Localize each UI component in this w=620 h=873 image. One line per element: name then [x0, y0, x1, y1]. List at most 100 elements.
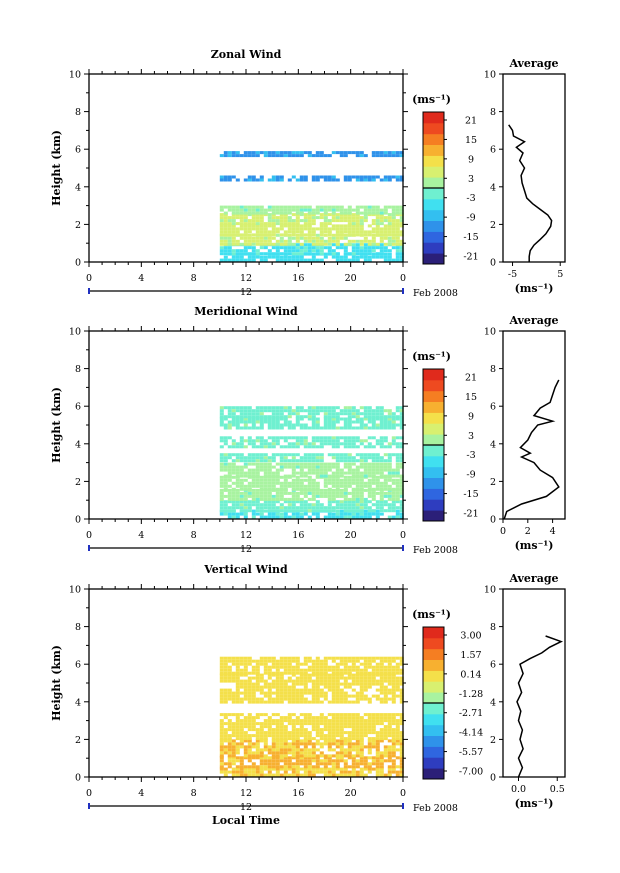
heatmap-cell — [243, 679, 248, 683]
heatmap-cell — [359, 423, 364, 427]
heatmap-cell — [223, 671, 228, 675]
heatmap-cell — [307, 484, 312, 488]
heatmap-cell — [347, 222, 352, 226]
heatmap-cell — [299, 258, 304, 262]
heatmap-cell — [319, 503, 324, 507]
colorbar-swatch — [423, 401, 444, 413]
heatmap-cell — [363, 233, 368, 237]
heatmap-cell — [395, 233, 400, 237]
heatmap-cell — [387, 676, 392, 680]
x-axis-label: Local Time — [212, 814, 280, 827]
heatmap-cell — [323, 509, 328, 513]
heatmap-cell — [307, 742, 312, 746]
heatmap-cell — [271, 719, 276, 723]
heatmap-cell — [223, 224, 228, 228]
y-tick-label: 10 — [69, 70, 81, 81]
heatmap-cell — [247, 728, 252, 732]
heatmap-cell — [251, 468, 256, 472]
heatmap-cell — [371, 462, 376, 466]
heatmap-cell — [227, 500, 232, 504]
heatmap-cell — [311, 685, 316, 689]
heatmap-cell — [315, 216, 320, 220]
heatmap-cell — [307, 211, 312, 215]
heatmap-cell — [239, 512, 244, 516]
heatmap-cell — [399, 462, 404, 466]
heatmap-cell — [219, 734, 224, 738]
heatmap-cell — [347, 500, 352, 504]
heatmap-cell — [295, 512, 300, 516]
heatmap-cell — [367, 442, 372, 446]
heatmap-cell — [235, 465, 240, 469]
heatmap-cell — [243, 219, 248, 223]
heatmap-cell — [351, 409, 356, 413]
heatmap-cell — [319, 762, 324, 766]
heatmap-cell — [255, 420, 260, 424]
heatmap-cell — [239, 691, 244, 695]
heatmap-cell — [331, 716, 336, 720]
heatmap-cell — [359, 154, 364, 158]
heatmap-cell — [343, 406, 348, 410]
heatmap-cell — [347, 700, 352, 704]
heatmap-cell — [355, 503, 360, 507]
heatmap-cell — [387, 227, 392, 231]
heatmap-cell — [291, 233, 296, 237]
heatmap-cell — [263, 506, 268, 510]
profile-x-tick-label: 0.0 — [511, 784, 526, 795]
heatmap-cell — [343, 208, 348, 212]
heatmap-cell — [387, 665, 392, 669]
heatmap-cell — [247, 481, 252, 485]
heatmap-cell — [391, 417, 396, 421]
heatmap-cell — [243, 754, 248, 758]
heatmap-cell — [239, 436, 244, 440]
heatmap-cell — [351, 459, 356, 463]
heatmap-cell — [371, 415, 376, 419]
heatmap-cell — [239, 662, 244, 666]
heatmap-cell — [343, 676, 348, 680]
heatmap-cell — [395, 487, 400, 491]
heatmap-cell — [391, 700, 396, 704]
heatmap-cell — [275, 728, 280, 732]
heatmap-cell — [355, 224, 360, 228]
heatmap-cell — [335, 500, 340, 504]
heatmap-cell — [367, 725, 372, 729]
heatmap-cell — [283, 420, 288, 424]
heatmap-cell — [343, 230, 348, 234]
heatmap-cell — [315, 151, 320, 155]
heatmap-cell — [355, 694, 360, 698]
heatmap-cell — [347, 742, 352, 746]
colorbar-swatch — [423, 735, 444, 747]
heatmap-cell — [307, 258, 312, 262]
heatmap-cell — [395, 719, 400, 723]
heatmap-cell — [247, 453, 252, 457]
heatmap-cell — [251, 734, 256, 738]
heatmap-cell — [327, 219, 332, 223]
heatmap-cell — [219, 737, 224, 741]
heatmap-cell — [355, 745, 360, 749]
heatmap-cell — [343, 742, 348, 746]
heatmap-cell — [263, 737, 268, 741]
heatmap-cell — [395, 409, 400, 413]
heatmap-cell — [307, 219, 312, 223]
heatmap-cell — [359, 673, 364, 677]
heatmap-cell — [227, 233, 232, 237]
heatmap-cell — [283, 754, 288, 758]
heatmap-cell — [315, 471, 320, 475]
profile-x-tick-label: 0.5 — [550, 784, 565, 795]
heatmap-cell — [391, 665, 396, 669]
heatmap-cell — [239, 426, 244, 430]
heatmap-cell — [275, 770, 280, 774]
heatmap-cell — [343, 762, 348, 766]
heatmap-cell — [247, 756, 252, 760]
heatmap-cell — [307, 688, 312, 692]
heatmap-cell — [287, 459, 292, 463]
heatmap-cell — [343, 682, 348, 686]
heatmap-cell — [275, 417, 280, 421]
heatmap-cell — [255, 205, 260, 209]
heatmap-cell — [267, 178, 272, 182]
colorbar-swatch — [423, 713, 444, 726]
heatmap-cell — [275, 255, 280, 259]
heatmap-cell — [271, 252, 276, 256]
heatmap-cell — [363, 506, 368, 510]
heatmap-cell — [219, 759, 224, 763]
heatmap-cell — [287, 242, 292, 246]
